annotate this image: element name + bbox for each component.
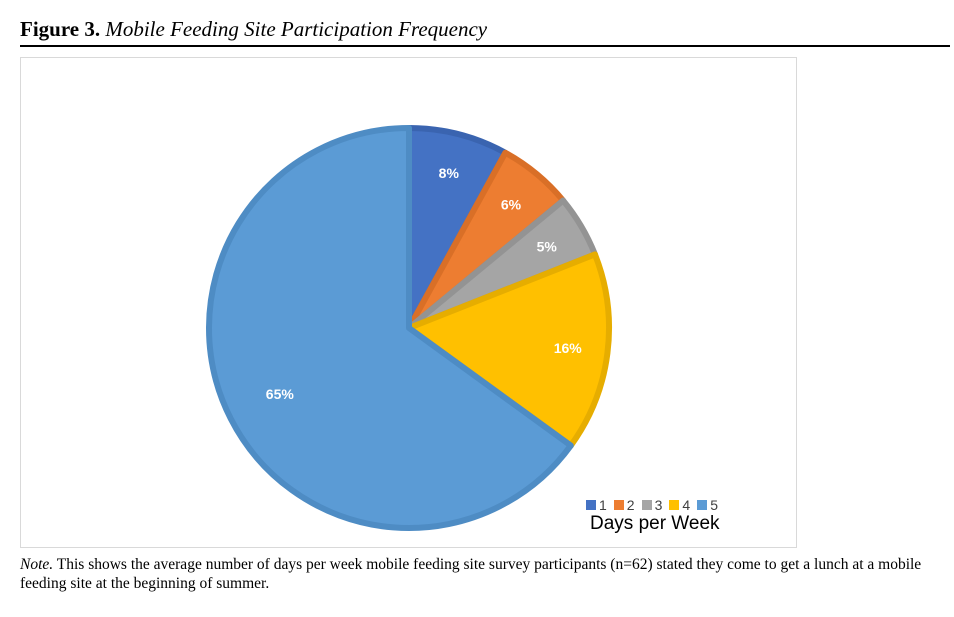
legend-item-2: 2 [613, 497, 635, 513]
legend-item-3: 3 [641, 497, 663, 513]
legend-title: Days per Week [590, 513, 720, 534]
legend-label: 4 [682, 497, 691, 513]
legend-item-1: 1 [586, 497, 607, 513]
figure-title: Figure 3. Mobile Feeding Site Participat… [20, 17, 487, 42]
legend-label: 5 [710, 497, 718, 513]
data-label-1: 8% [439, 165, 460, 181]
legend-label: 2 [626, 497, 635, 513]
figure-note: Note. This shows the average number of d… [20, 555, 950, 593]
data-label-4: 16% [554, 340, 583, 356]
legend-swatch [669, 500, 680, 510]
title-rule [20, 45, 950, 47]
data-label-5: 65% [266, 386, 295, 402]
pie-slice-5 [206, 125, 574, 531]
legend-label: 1 [599, 497, 607, 513]
legend-item-5: 5 [697, 497, 718, 513]
legend: 1 2 3 4 5 [586, 497, 718, 513]
note-text: This shows the average number of days pe… [20, 556, 922, 592]
chart-area [20, 57, 797, 548]
figure-label: Figure 3. [20, 17, 101, 41]
legend-item-4: 4 [669, 497, 690, 513]
legend-swatch [641, 500, 652, 510]
pie-slice-4 [406, 251, 612, 449]
data-label-2: 6% [501, 197, 522, 213]
legend-swatch [697, 500, 708, 510]
note-label: Note. [20, 556, 54, 573]
legend-swatch [613, 500, 624, 510]
data-label-3: 5% [537, 239, 558, 255]
legend-label: 3 [654, 497, 663, 513]
legend-swatch [586, 500, 596, 510]
figure-caption: Mobile Feeding Site Participation Freque… [105, 17, 488, 41]
